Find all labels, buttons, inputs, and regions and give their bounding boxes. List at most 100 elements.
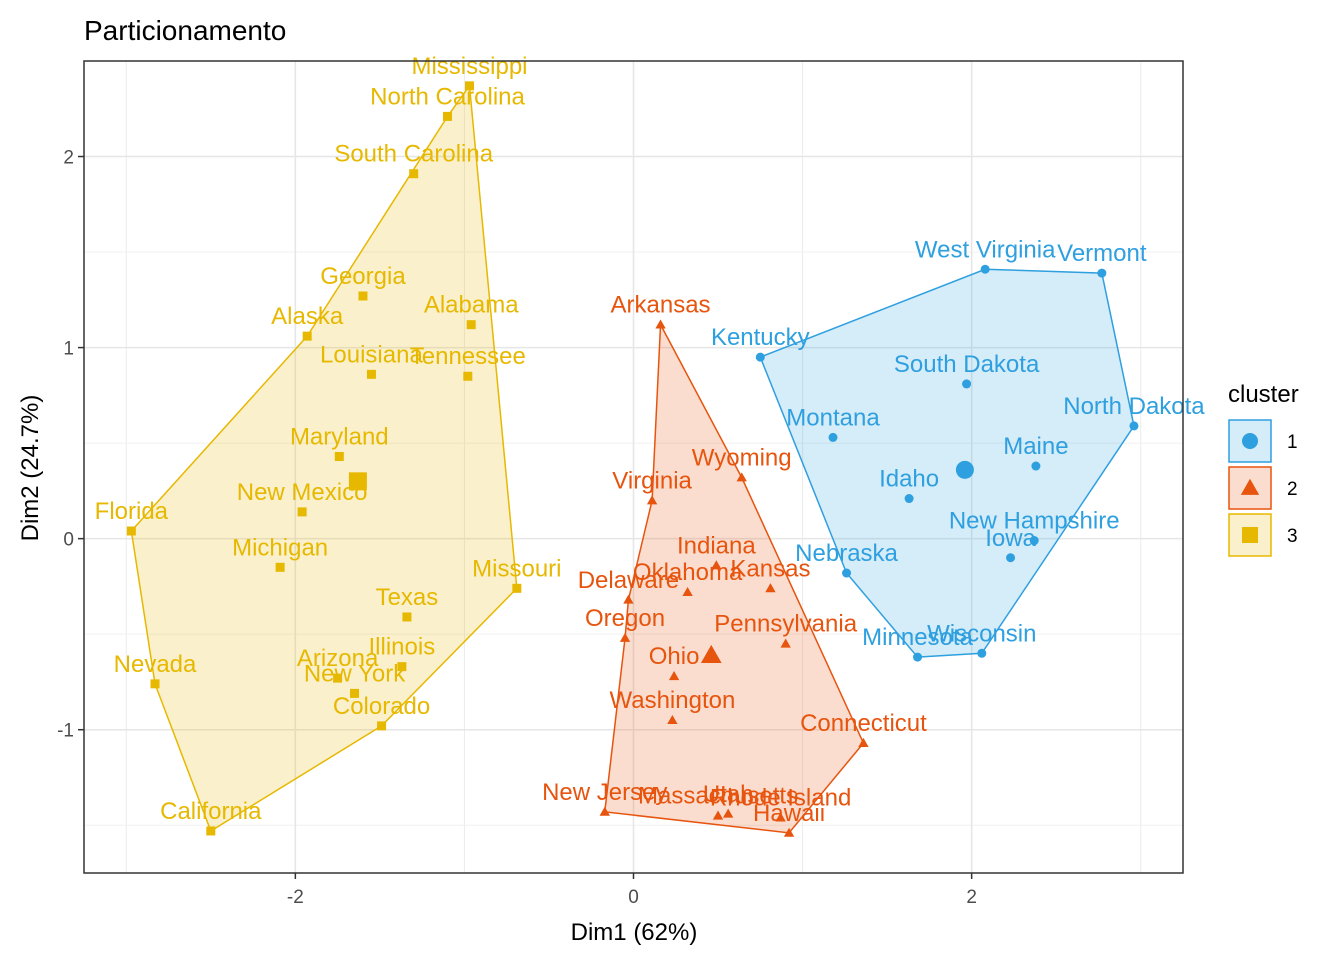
- data-point: [358, 291, 368, 301]
- data-point: [712, 810, 724, 820]
- point-label: Delaware: [578, 567, 679, 594]
- point-label: Kentucky: [711, 324, 810, 351]
- point-label: New Hampshire: [949, 508, 1120, 535]
- data-point: [962, 379, 972, 389]
- point-label: Connecticut: [800, 710, 927, 737]
- point-label: Maine: [1003, 433, 1068, 460]
- legend-title: cluster: [1228, 381, 1299, 408]
- axes: -2 0 2 -1 0 1 2: [57, 60, 1184, 908]
- point-label: Ohio: [649, 643, 700, 670]
- data-point: [599, 806, 610, 816]
- point-label: Vermont: [1057, 240, 1147, 267]
- data-point: [297, 507, 307, 517]
- data-point: [711, 560, 722, 570]
- data-point: [775, 812, 786, 822]
- point-label: South Carolina: [334, 141, 493, 168]
- data-point: [780, 638, 791, 648]
- data-point: [1097, 268, 1107, 278]
- chart-title: Particionamento: [84, 15, 286, 46]
- data-point: [466, 320, 476, 330]
- point-label: Pennsylvania: [714, 611, 857, 638]
- y-tick-label: -1: [57, 721, 74, 742]
- point-label: Massachusetts: [638, 783, 798, 810]
- legend-marker: [1240, 478, 1260, 495]
- point-label: Oklahoma: [633, 559, 743, 586]
- data-point: [765, 583, 776, 593]
- point-label: Arizona: [297, 645, 379, 672]
- point-label: Indiana: [677, 532, 756, 559]
- plot-grid: [84, 60, 1183, 873]
- data-point: [302, 331, 312, 341]
- data-point: [397, 662, 407, 672]
- legend-item-1: 1: [1228, 419, 1298, 463]
- x-axis-title: Dim1 (62%): [571, 919, 698, 946]
- data-point: [150, 679, 160, 689]
- data-point: [1029, 536, 1039, 546]
- data-point: [783, 827, 795, 837]
- point-label: Wisconsin: [927, 620, 1036, 647]
- data-point: [858, 737, 869, 747]
- point-label: Virginia: [612, 467, 692, 494]
- data-point: [275, 562, 285, 572]
- data-point: [350, 688, 360, 698]
- point-label: Alabama: [424, 292, 519, 319]
- data-point: [464, 81, 474, 91]
- data-point: [333, 673, 343, 683]
- legend-key: [1228, 466, 1272, 510]
- y-axis-title: Dim2 (24.7%): [17, 395, 44, 542]
- point-label: Arkansas: [611, 292, 711, 319]
- data-point: [463, 371, 473, 381]
- legend-marker: [1242, 433, 1258, 449]
- point-label: Minnesota: [862, 624, 973, 651]
- data-point: [443, 111, 453, 121]
- data-point: [1129, 421, 1139, 431]
- data-point: [913, 652, 923, 662]
- data-point: [755, 352, 765, 362]
- data-point: [723, 808, 734, 818]
- data-point: [377, 721, 387, 731]
- y-tick-label: 1: [63, 339, 74, 360]
- legend-label: 3: [1287, 526, 1298, 547]
- point-label: Iowa: [985, 525, 1036, 552]
- x-tick-label: 2: [966, 887, 977, 908]
- y-tick-label: 2: [63, 148, 74, 169]
- point-label: South Dakota: [894, 351, 1040, 378]
- point-label: West Virginia: [915, 236, 1056, 263]
- point-label: Nevada: [114, 651, 197, 678]
- data-points: [126, 81, 1139, 837]
- point-label: Louisiana: [320, 341, 423, 368]
- data-point: [126, 526, 136, 536]
- legend-label: 2: [1287, 479, 1298, 500]
- data-point: [682, 586, 693, 597]
- data-point: [655, 319, 666, 329]
- data-point: [842, 568, 852, 578]
- data-point: [206, 826, 216, 836]
- point-label: California: [160, 798, 262, 825]
- data-point: [1031, 461, 1041, 471]
- legend-marker: [1242, 527, 1258, 543]
- point-label: Colorado: [333, 693, 430, 720]
- point-label: New Mexico: [237, 479, 368, 506]
- point-label: Maryland: [290, 423, 389, 450]
- data-point: [512, 583, 522, 593]
- point-label: Wyoming: [692, 445, 792, 472]
- point-label: Michigan: [232, 534, 328, 561]
- cluster-center-3: [348, 472, 367, 491]
- data-point: [667, 714, 678, 725]
- point-label: New York: [304, 660, 406, 687]
- data-point: [402, 612, 412, 622]
- point-labels: West Virginia Vermont Kentucky South Dakota…: [95, 53, 1206, 827]
- x-tick-label: -2: [287, 887, 304, 908]
- point-label: Kansas: [730, 555, 810, 582]
- data-point: [619, 632, 631, 642]
- point-label: Georgia: [320, 263, 406, 290]
- data-point: [646, 495, 658, 505]
- point-label: Alaska: [271, 303, 344, 330]
- data-point: [409, 169, 419, 179]
- data-point: [977, 648, 987, 658]
- cluster-hulls: [130, 83, 1135, 834]
- point-label: Utah: [703, 781, 754, 808]
- data-point: [334, 451, 344, 461]
- data-point: [828, 432, 838, 442]
